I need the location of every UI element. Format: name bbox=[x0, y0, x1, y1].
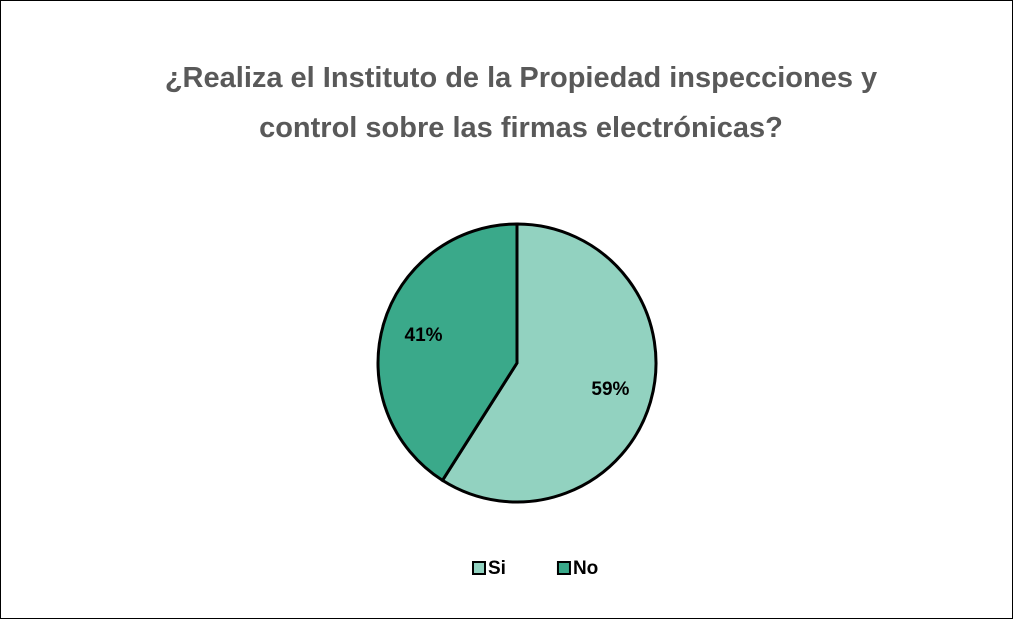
legend-label: Si bbox=[488, 558, 506, 579]
legend-label: No bbox=[573, 558, 598, 579]
chart-title: ¿Realiza el Instituto de la Propiedad in… bbox=[164, 62, 878, 144]
data-label: 41% bbox=[405, 325, 443, 346]
pie-slice bbox=[376, 222, 519, 483]
pie-slice bbox=[440, 222, 658, 504]
data-label: 59% bbox=[591, 379, 629, 400]
legend-swatch bbox=[472, 561, 486, 575]
legend-swatch bbox=[556, 561, 571, 575]
